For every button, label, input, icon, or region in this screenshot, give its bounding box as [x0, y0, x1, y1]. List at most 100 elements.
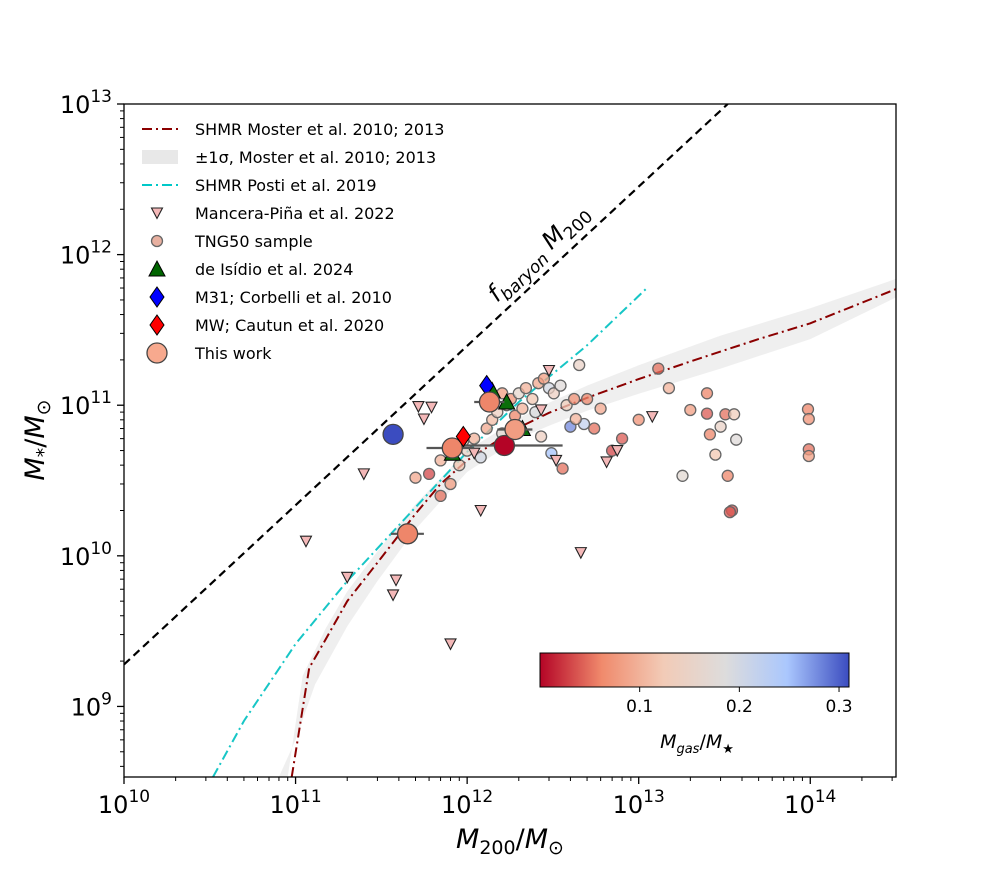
- tng50-point: [721, 469, 734, 482]
- tng50-point: [422, 467, 436, 481]
- legend-label: de Isídio et al. 2024: [195, 260, 353, 279]
- tng50-point: [714, 420, 727, 433]
- legend-label: SHMR Posti et al. 2019: [195, 176, 377, 195]
- tng50-point: [573, 358, 586, 372]
- fbaryon-line: [124, 104, 729, 666]
- tng50-point: [802, 449, 815, 463]
- legend-diamond-swatch: [149, 314, 165, 336]
- this-work-point: [478, 391, 501, 413]
- mancera-pina-point: [610, 445, 624, 458]
- tng50-point: [556, 462, 569, 475]
- y-tick-label: 1012: [60, 238, 112, 270]
- legend-item: de Isídio et al. 2024: [148, 259, 353, 279]
- tng50-point: [453, 459, 466, 472]
- tng50-point: [516, 402, 529, 415]
- legend-circle-swatch: [150, 234, 164, 248]
- tng50-point: [554, 379, 567, 392]
- colorbar-tick-label: 0.1: [626, 697, 653, 717]
- legend-diamond-swatch: [149, 286, 165, 308]
- legend-item: SHMR Posti et al. 2019: [142, 176, 377, 195]
- y-tick-label: 1013: [60, 87, 112, 119]
- colorbar-gradient: [539, 652, 850, 688]
- tng50-point: [588, 422, 601, 435]
- mancera-pina-point: [299, 535, 313, 548]
- legend-circle-large-swatch: [146, 342, 168, 364]
- mancera-pina-point: [645, 411, 659, 424]
- this-work-point: [396, 523, 419, 545]
- legend-label: MW; Cautun et al. 2020: [195, 316, 384, 335]
- tng50-point: [652, 362, 665, 375]
- mancera-pina-point: [340, 571, 354, 584]
- legend-label: Mancera-Piña et al. 2022: [195, 204, 395, 223]
- mancera-pina-point: [534, 404, 548, 417]
- mancera-pina-point: [412, 400, 425, 414]
- tng50-point: [723, 505, 737, 519]
- tng50-point: [480, 422, 493, 435]
- tng50-point: [580, 392, 594, 406]
- tng50-point: [569, 412, 582, 426]
- baryon-line-label: fbaryon M200: [482, 198, 598, 311]
- tng50-point: [727, 408, 741, 421]
- colorbar-label: Mgas/M★: [660, 731, 734, 757]
- mancera-pina-point: [444, 638, 457, 651]
- colorbar-tick-label: 0.2: [726, 697, 753, 717]
- tng50-point: [537, 372, 551, 385]
- plot-area: [124, 104, 896, 777]
- tng50-point: [468, 432, 481, 445]
- tng50-point: [409, 471, 422, 484]
- legend-item: MW; Cautun et al. 2020: [149, 314, 384, 336]
- moster-shmr-line: [290, 288, 896, 777]
- tng50-point: [709, 448, 722, 461]
- legend-label: TNG50 sample: [194, 232, 313, 251]
- this-work-point: [504, 418, 526, 441]
- mancera-pina-point: [474, 504, 488, 518]
- y-tick-label: 109: [71, 689, 112, 721]
- legend-item: This work: [146, 342, 272, 364]
- mancera-pina-point: [389, 574, 403, 587]
- legend-label: ±1σ, Moster et al. 2010; 2013: [195, 148, 436, 167]
- tng50-point: [615, 432, 629, 445]
- x-tick-label: 1012: [441, 787, 493, 819]
- x-tick-label: 1013: [613, 787, 665, 819]
- x-tick-label: 1010: [98, 787, 150, 819]
- x-axis-label: M200/M⊙: [456, 824, 564, 859]
- tng50-point: [802, 412, 815, 426]
- mancera-pina-point: [600, 456, 614, 469]
- legend-item: M31; Corbelli et al. 2010: [149, 286, 392, 308]
- y-tick-label: 1010: [60, 539, 112, 571]
- tng50-point: [676, 469, 689, 482]
- tng50-point: [662, 381, 676, 395]
- tng50-point: [534, 430, 548, 443]
- posti-shmr-line: [212, 288, 647, 777]
- colorbar-tick-label: 0.3: [826, 697, 853, 717]
- legend-item: Mancera-Piña et al. 2022: [150, 204, 395, 223]
- tng50-point: [434, 489, 447, 503]
- y-tick-label: 1011: [60, 388, 112, 420]
- tng50-point: [567, 392, 581, 406]
- mw-point: [455, 425, 471, 448]
- mancera-pina-point: [357, 468, 371, 481]
- mancera-pina-point: [574, 547, 588, 560]
- tng50-point: [547, 387, 560, 400]
- legend-item: TNG50 sample: [150, 232, 313, 251]
- legend-label: This work: [194, 344, 272, 363]
- x-tick-label: 1014: [784, 787, 836, 819]
- tng50-point: [632, 413, 645, 426]
- legend-item: SHMR Moster et al. 2010; 2013: [142, 120, 444, 139]
- tng50-point: [519, 381, 533, 395]
- tng50-point: [526, 392, 539, 406]
- mancera-pina-point: [425, 401, 438, 414]
- legend-triangle-down-swatch: [150, 207, 164, 220]
- legend: SHMR Moster et al. 2010; 2013 ±1σ, Moster…: [142, 120, 444, 364]
- mancera-pina-point: [542, 364, 556, 378]
- colorbar: 0.1 0.2 0.3 Mgas/M★: [539, 652, 853, 757]
- tng50-point: [594, 402, 607, 415]
- mancera-pina-point: [417, 413, 431, 426]
- tng50-point: [700, 407, 714, 420]
- y-axis-label: M*/M⊙: [20, 399, 55, 480]
- mancera-pina-point: [467, 447, 481, 460]
- axis-ticks: 1010 1011 1012 1013 1014 109 1010 1011 1012 1013: [60, 87, 893, 819]
- legend-triangle-up-swatch: [148, 259, 166, 277]
- tng50-point: [700, 387, 714, 400]
